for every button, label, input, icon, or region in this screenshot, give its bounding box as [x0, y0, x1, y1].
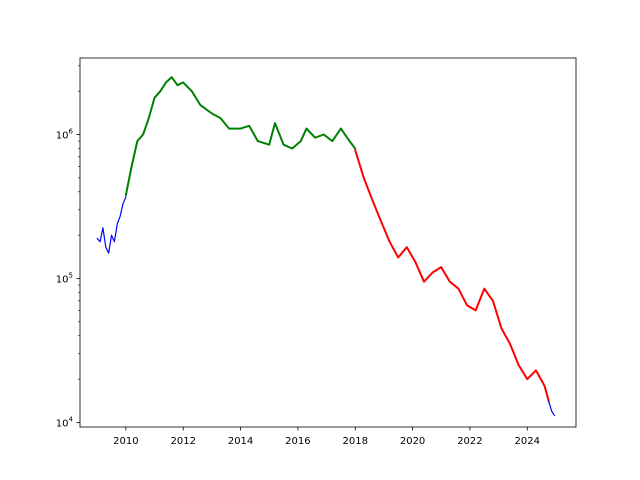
x-tick-label: 2020: [400, 436, 425, 447]
series-line-4: [548, 400, 556, 416]
x-tick-label: 2018: [343, 436, 368, 447]
y-axis: 104 105 106: [56, 65, 80, 429]
series-line-3: [354, 149, 550, 403]
y-tick-label: 105: [56, 271, 73, 285]
x-tick-label: 2022: [457, 436, 482, 447]
x-tick-label: 2012: [170, 436, 195, 447]
y-tick-label: 104: [56, 415, 74, 429]
x-tick-label: 2016: [285, 436, 310, 447]
x-tick-label: 2024: [515, 436, 540, 447]
series-layer: [96, 76, 556, 416]
x-tick-label: 2014: [228, 436, 253, 447]
series-line-1: [96, 196, 127, 254]
y-tick-label: 106: [56, 128, 74, 142]
series-line-2: [124, 76, 357, 196]
x-tick-label: 2010: [113, 436, 138, 447]
plot-frame: [79, 57, 577, 428]
x-axis: 2010 2012 2014 2016 2018 2020 2022 2024: [113, 427, 540, 447]
